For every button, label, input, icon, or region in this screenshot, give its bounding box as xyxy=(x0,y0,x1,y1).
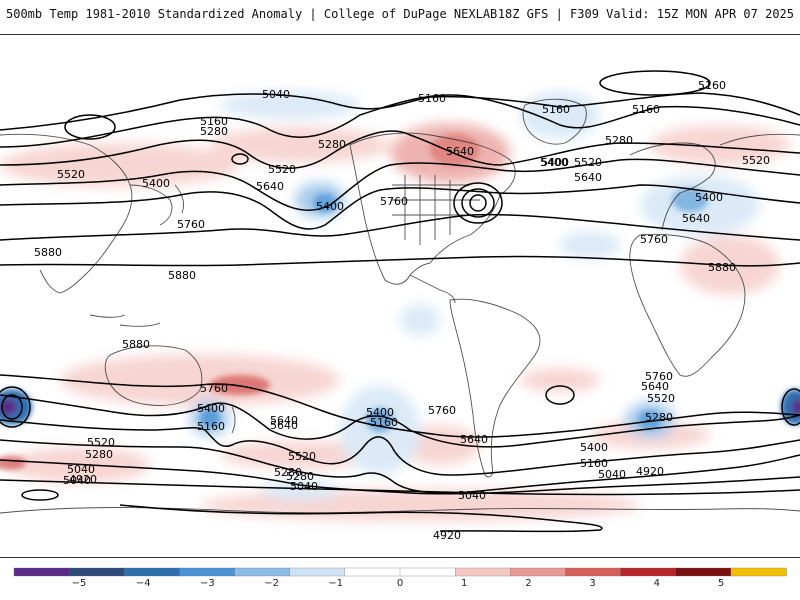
color-scale-bar xyxy=(13,567,787,577)
contour-label: 5520 xyxy=(647,392,675,405)
color-scale-tick-label: 4 xyxy=(653,578,660,589)
color-scale-segment xyxy=(399,567,456,577)
contour-label: 5760 xyxy=(380,195,408,208)
color-scale-tick-label: 1 xyxy=(461,578,468,589)
contour-label: 5160 xyxy=(418,92,446,105)
contour-label: 5640 xyxy=(256,180,284,193)
anomaly-shading-strong xyxy=(0,134,800,470)
contour-labels: 5040 5160 5160 5160 5280 5280 5280 5400 … xyxy=(34,79,770,542)
contour-label: 5160 xyxy=(197,420,225,433)
map-header: 500mb Temp 1981-2010 Standardized Anomal… xyxy=(0,0,800,34)
color-scale-legend: −5 −4 −3 −2 −1 0 1 2 3 4 5 xyxy=(0,566,800,600)
contour-label: 5280 xyxy=(85,448,113,461)
contour-label: 5640 xyxy=(641,380,669,393)
contour-label: 5760 xyxy=(177,218,205,231)
color-scale-tick-label: −1 xyxy=(328,578,344,589)
contour-label: 5760 xyxy=(200,382,228,395)
anomaly-map: 5040 5160 5160 5160 5280 5280 5280 5400 … xyxy=(0,70,800,542)
contour-label: 5160 xyxy=(370,416,398,429)
contour-label: 5400 xyxy=(541,156,569,169)
model-run-info: 18Z GFS | F309 Valid: 15Z MON APR 07 202… xyxy=(497,7,794,21)
contour-label: 5520 xyxy=(574,156,602,169)
color-scale-segment xyxy=(13,567,70,577)
contour-label: 5040 xyxy=(262,88,290,101)
contour-label: 5160 xyxy=(542,103,570,116)
contour-label: 5160 xyxy=(580,457,608,470)
contour-label: 5640 xyxy=(682,212,710,225)
color-scale-segment xyxy=(565,567,622,577)
contour-label: 5280 xyxy=(274,466,302,479)
contour-label: 5400 xyxy=(142,177,170,190)
contour-label: 4920 xyxy=(69,473,97,486)
contour-label: 5280 xyxy=(286,470,314,483)
contour-label: 5040 xyxy=(598,468,626,481)
map-panel: 5040 5160 5160 5160 5280 5280 5280 5400 … xyxy=(0,34,800,558)
contour-label: 5160 xyxy=(200,115,228,128)
contour-label: 5400 xyxy=(316,200,344,213)
contour-label: 5640 xyxy=(446,145,474,158)
color-scale-segment xyxy=(179,567,236,577)
contour-label: 5400 xyxy=(695,191,723,204)
color-scale-segment xyxy=(124,567,181,577)
color-scale-segment xyxy=(730,567,787,577)
color-scale-tick-label: 5 xyxy=(717,578,725,589)
anomaly-shading xyxy=(0,91,790,521)
color-scale-segment xyxy=(289,567,346,577)
contour-label: 5040 xyxy=(67,463,95,476)
contour-label: 5520 xyxy=(742,154,770,167)
contour-label: 5880 xyxy=(708,261,736,274)
color-scale-segment xyxy=(675,567,732,577)
color-scale-segment xyxy=(620,567,677,577)
contour-label: 5040 xyxy=(63,474,91,487)
contour-label: 5640 xyxy=(574,171,602,184)
color-scale-tick-label: −5 xyxy=(71,578,87,589)
contour-label: 5160 xyxy=(698,79,726,92)
contour-label: 5040 xyxy=(458,489,486,502)
color-scale-segment xyxy=(344,567,401,577)
contour-label: 4920 xyxy=(433,529,461,542)
contour-label: 5520 xyxy=(87,436,115,449)
contour-label: 5400 xyxy=(366,406,394,419)
contour-label: 5280 xyxy=(605,134,633,147)
contour-label: 5400 xyxy=(540,156,568,169)
contour-label: 5640 xyxy=(460,433,488,446)
contour-label: 5520 xyxy=(57,168,85,181)
color-scale-tick-label: −3 xyxy=(200,578,215,589)
color-scale-tick-label: −2 xyxy=(264,578,279,589)
height-contours xyxy=(0,70,800,533)
color-scale-tick-label: 3 xyxy=(589,578,596,589)
color-scale-tick-label: 2 xyxy=(525,578,532,589)
color-scale-tick-label: −4 xyxy=(135,578,151,589)
color-scale-segment xyxy=(510,567,567,577)
contour-label: 4920 xyxy=(636,465,664,478)
contour-label: 5520 xyxy=(288,450,316,463)
contour-label: 5160 xyxy=(632,103,660,116)
contour-label: 5280 xyxy=(318,138,346,151)
contour-label: 5760 xyxy=(640,233,668,246)
contour-label: 5040 xyxy=(290,480,318,493)
contour-label: 5880 xyxy=(122,338,150,351)
contour-label: 5400 xyxy=(580,441,608,454)
contour-label: 5640 xyxy=(270,419,298,432)
contour-label: 5760 xyxy=(645,370,673,383)
map-title: 500mb Temp 1981-2010 Standardized Anomal… xyxy=(6,7,498,21)
contour-label: 5520 xyxy=(268,163,296,176)
color-scale-segment xyxy=(454,567,511,577)
color-scale-segment xyxy=(68,567,125,577)
contour-label: 5640 xyxy=(270,414,298,427)
contour-label: 5280 xyxy=(200,125,228,138)
contour-label: 5880 xyxy=(34,246,62,259)
contour-label: 5760 xyxy=(428,404,456,417)
contour-label: 5400 xyxy=(197,402,225,415)
contour-label: 5280 xyxy=(645,411,673,424)
color-scale-segment xyxy=(234,567,291,577)
color-scale-tick-label: 0 xyxy=(396,578,404,589)
contour-label: 5880 xyxy=(168,269,196,282)
